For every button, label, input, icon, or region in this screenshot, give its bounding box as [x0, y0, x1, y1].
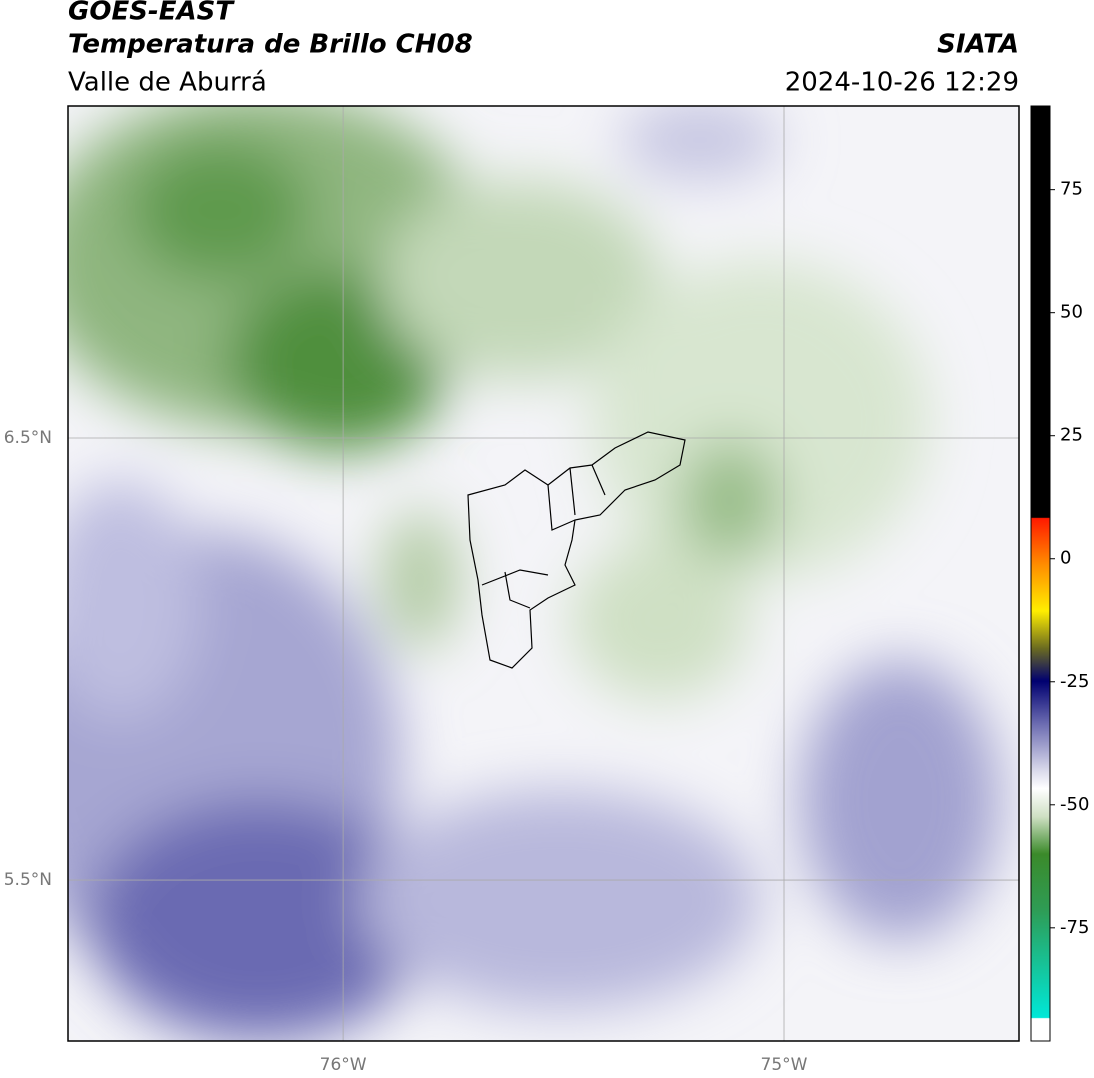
- lon-label: 76°W: [320, 1055, 367, 1075]
- colorbar-ticks: 75 50 25 0 -25 -50 -75: [1050, 179, 1089, 938]
- lat-label: 5.5°N: [4, 870, 52, 890]
- municipal-boundaries: [467, 431, 686, 669]
- datetime: 2024-10-26 12:29: [785, 68, 1019, 98]
- lon-label: 75°W: [761, 1055, 808, 1075]
- colorbar-label: -25: [1060, 671, 1089, 692]
- map-grid: 76°W 75°W 6.5°N 5.5°N: [4, 106, 1019, 1075]
- colorbar-label: 25: [1060, 425, 1083, 446]
- agency: SIATA: [937, 30, 1019, 60]
- title: GOES-EAST: [68, 0, 235, 27]
- map-frame: [67, 105, 1020, 1042]
- subtitle: Temperatura de Brillo CH08: [68, 30, 473, 60]
- colorbar-label: 0: [1060, 548, 1071, 569]
- region: Valle de Aburrá: [68, 68, 267, 98]
- colorbar-label: -50: [1060, 794, 1089, 815]
- satellite-field: [68, 106, 1019, 1041]
- colorbar-label: 50: [1060, 302, 1083, 323]
- lat-label: 6.5°N: [4, 428, 52, 448]
- colorbar-label: -75: [1060, 917, 1089, 938]
- colorbar: [1030, 105, 1051, 1042]
- colorbar-label: 75: [1060, 179, 1083, 200]
